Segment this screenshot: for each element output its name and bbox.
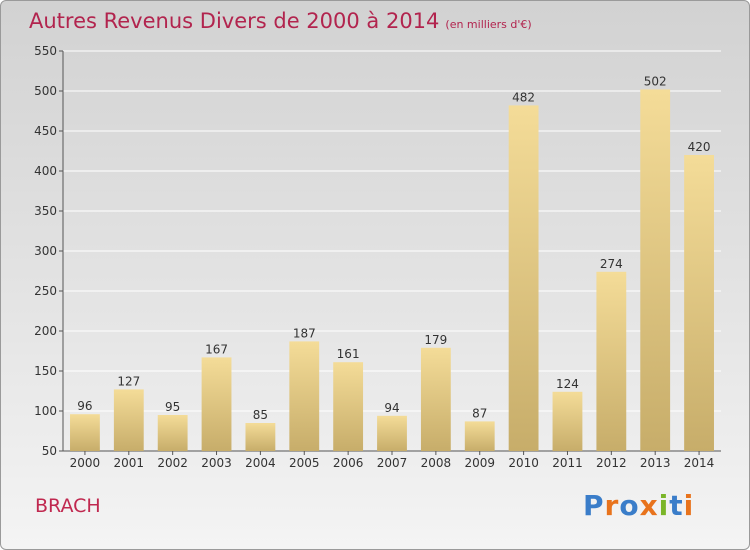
bar bbox=[464, 421, 495, 451]
chart-title-text: Autres Revenus Divers de 2000 à 2014 bbox=[29, 9, 440, 33]
x-tick-label: 2012 bbox=[596, 456, 627, 470]
bar bbox=[684, 155, 714, 451]
bar bbox=[157, 415, 188, 451]
y-tick-label: 150 bbox=[34, 364, 57, 378]
data-label: 95 bbox=[165, 400, 180, 414]
y-tick-label: 450 bbox=[34, 124, 57, 138]
x-tick-label: 2014 bbox=[684, 456, 715, 470]
y-tick-label: 250 bbox=[34, 284, 57, 298]
y-tick-label: 300 bbox=[34, 244, 57, 258]
bar bbox=[420, 347, 451, 451]
y-tick-label: 400 bbox=[34, 164, 57, 178]
y-tick-label: 550 bbox=[34, 44, 57, 58]
x-tick-label: 2006 bbox=[333, 456, 364, 470]
chart-unit-text: (en milliers d'€) bbox=[445, 18, 532, 31]
x-tick-label: 2003 bbox=[201, 456, 232, 470]
bar bbox=[377, 415, 407, 451]
proxiti-logo: Proxiti bbox=[583, 489, 694, 522]
logo-letter: r bbox=[604, 489, 620, 522]
x-tick-label: 2001 bbox=[114, 456, 145, 470]
data-label: 167 bbox=[205, 342, 228, 356]
x-tick-label: 2010 bbox=[508, 456, 539, 470]
x-tick-label: 2008 bbox=[421, 456, 452, 470]
data-label: 161 bbox=[337, 347, 360, 361]
data-label: 502 bbox=[644, 74, 667, 88]
bar bbox=[333, 362, 364, 451]
data-label: 94 bbox=[384, 401, 399, 415]
logo-letter: i bbox=[683, 489, 695, 522]
logo-letter: o bbox=[619, 489, 640, 522]
data-label: 274 bbox=[600, 257, 623, 271]
x-tick-label: 2009 bbox=[464, 456, 495, 470]
data-label: 482 bbox=[512, 90, 535, 104]
data-label: 96 bbox=[77, 399, 92, 413]
x-tick-label: 2011 bbox=[552, 456, 583, 470]
data-label: 187 bbox=[293, 326, 316, 340]
data-label: 87 bbox=[472, 406, 487, 420]
bar bbox=[596, 271, 627, 451]
bar bbox=[640, 89, 671, 452]
commune-name: BRACH bbox=[35, 495, 101, 517]
chart-title: Autres Revenus Divers de 2000 à 2014 (en … bbox=[29, 9, 532, 33]
bar bbox=[70, 414, 100, 451]
x-tick-label: 2000 bbox=[70, 456, 101, 470]
logo-letter: P bbox=[583, 489, 605, 522]
data-label: 85 bbox=[253, 408, 268, 422]
bar bbox=[245, 423, 276, 451]
x-tick-label: 2005 bbox=[289, 456, 320, 470]
bar bbox=[113, 389, 144, 451]
bar bbox=[508, 105, 539, 452]
y-tick-label: 350 bbox=[34, 204, 57, 218]
bar bbox=[289, 341, 320, 451]
y-tick-label: 100 bbox=[34, 404, 57, 418]
y-tick-label: 200 bbox=[34, 324, 57, 338]
bar-layer bbox=[70, 89, 714, 452]
data-label: 420 bbox=[688, 140, 711, 154]
y-tick-label: 50 bbox=[42, 444, 57, 458]
data-label: 124 bbox=[556, 377, 579, 391]
data-label: 127 bbox=[117, 374, 140, 388]
y-tick-label: 500 bbox=[34, 84, 57, 98]
x-tick-label: 2002 bbox=[157, 456, 188, 470]
x-tick-label: 2004 bbox=[245, 456, 276, 470]
label-layer: 2000 96 2001 127 2002 95 2003 167 2004 85 2005 187 2… bbox=[70, 74, 715, 470]
bar bbox=[201, 357, 232, 451]
x-tick-label: 2013 bbox=[640, 456, 671, 470]
data-label: 179 bbox=[424, 333, 447, 347]
logo-letter: x bbox=[639, 489, 659, 522]
logo-letter: t bbox=[669, 489, 684, 522]
logo-letter: i bbox=[658, 489, 670, 522]
x-tick-label: 2007 bbox=[377, 456, 408, 470]
bar bbox=[552, 391, 583, 451]
